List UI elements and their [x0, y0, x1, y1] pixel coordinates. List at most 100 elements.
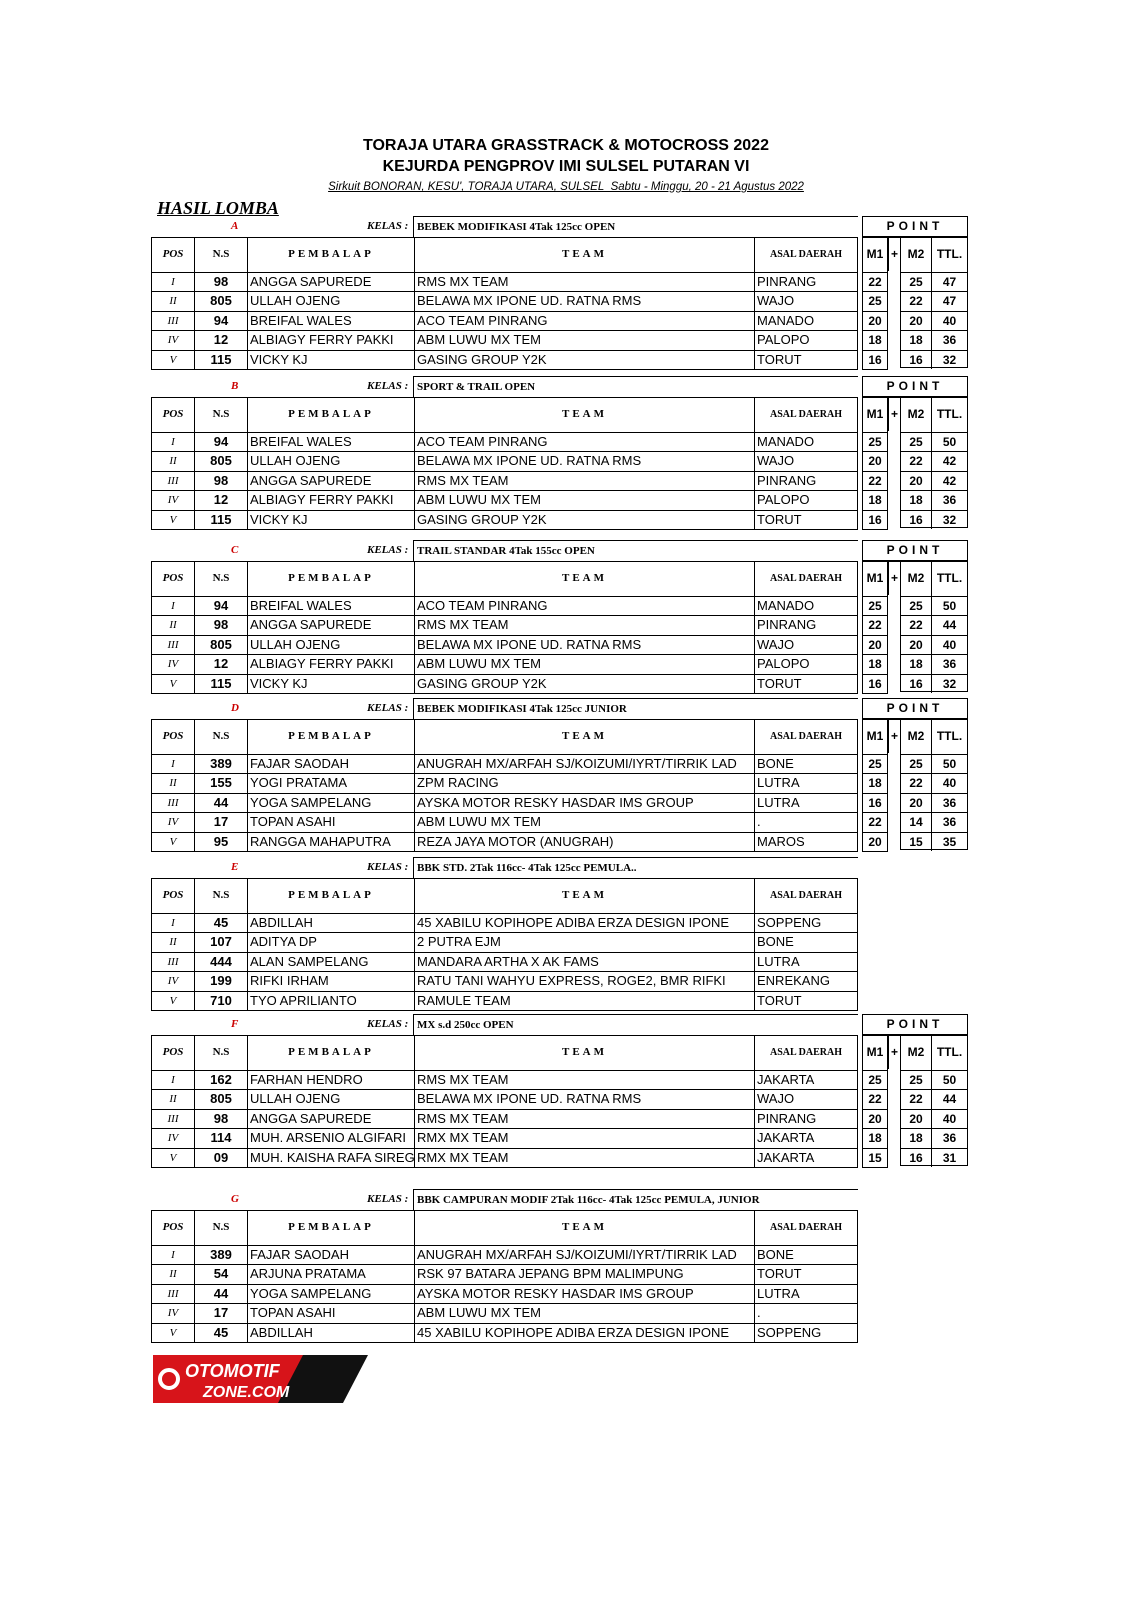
m1-value: 22: [868, 1092, 882, 1107]
col-team: TEAM: [414, 398, 754, 432]
start-number: 98: [194, 1109, 247, 1129]
ttl-value: 42: [931, 452, 967, 471]
team-name: RATU TANI WAHYU EXPRESS, ROGE2, BMR RIFK…: [414, 972, 754, 991]
pos: IV: [167, 1307, 179, 1320]
table-row: IV 17 TOPAN ASAHI ABM LUWU MX TEM .: [152, 1303, 857, 1323]
pos: III: [167, 955, 179, 968]
results-table: POS N.S PEMBALAP TEAM ASAL DAERAH I 162 …: [151, 1035, 858, 1168]
team-name: 45 XABILU KOPIHOPE ADIBA ERZA DESIGN IPO…: [414, 1323, 754, 1342]
col-pembalap: PEMBALAP: [247, 238, 414, 272]
team-name: GASING GROUP Y2K: [414, 350, 754, 369]
rider-name: YOGI PRATAMA: [247, 774, 414, 793]
start-number: 115: [194, 510, 247, 529]
start-number: 98: [194, 273, 247, 292]
start-number: 95: [194, 832, 247, 851]
table-header: POS N.S PEMBALAP TEAM ASAL DAERAH: [152, 398, 857, 432]
points-m2-ttl: M2 TTL. 25 50 22 44 20 40 18 36 16 32: [900, 561, 968, 693]
ttl-value: 40: [931, 311, 967, 331]
pos: V: [169, 513, 177, 526]
ttl-value: 40: [931, 774, 967, 793]
rider-name: ALBIAGY FERRY PAKKI: [247, 331, 414, 350]
m2-value: 22: [909, 454, 923, 469]
team-name: ACO TEAM PINRANG: [414, 433, 754, 452]
pos: IV: [167, 816, 179, 829]
team-name: RMS MX TEAM: [414, 1071, 754, 1090]
results-table: POS N.S PEMBALAP TEAM ASAL DAERAH I 98 A…: [151, 237, 858, 370]
pos: III: [167, 1287, 179, 1300]
team-name: RMX MX TEAM: [414, 1148, 754, 1167]
start-number: 155: [194, 774, 247, 793]
ttl-value: 42: [931, 471, 967, 491]
start-number: 199: [194, 972, 247, 991]
ttl-value: 40: [931, 1109, 967, 1129]
start-number: 94: [194, 311, 247, 331]
points-m1: M1 22 25 20 18 16: [862, 237, 888, 370]
col-asal: ASAL DAERAH: [754, 562, 857, 596]
rider-name: ULLAH OJENG: [247, 452, 414, 471]
region: PINRANG: [754, 471, 857, 491]
results-table: POS N.S PEMBALAP TEAM ASAL DAERAH I 389 …: [151, 719, 858, 852]
m2-value: 25: [909, 599, 923, 613]
points-header-m1: M1: [866, 729, 884, 743]
rider-name: RIFKI IRHAM: [247, 972, 414, 991]
svg-text:ZONE.COM: ZONE.COM: [202, 1384, 290, 1401]
team-name: 2 PUTRA EJM: [414, 933, 754, 952]
point-title: POINT: [862, 376, 968, 397]
class-section-d: D KELAS : BEBEK MODIFIKASI 4Tak 125cc JU…: [151, 698, 968, 852]
team-name: ABM LUWU MX TEM: [414, 655, 754, 674]
class-section-e: E KELAS : BBK STD. 2Tak 116cc- 4Tak 125c…: [151, 857, 968, 1011]
ttl-value: 36: [931, 655, 967, 674]
table-row: III 44 YOGA SAMPELANG AYSKA MOTOR RESKY …: [152, 792, 857, 813]
pos: II: [169, 295, 177, 308]
table-header: POS N.S PEMBALAP TEAM ASAL DAERAH: [152, 1036, 857, 1070]
region: TORUT: [754, 350, 857, 369]
kelas-label: KELAS :: [367, 380, 409, 392]
team-name: RMS MX TEAM: [414, 471, 754, 491]
class-letter: G: [231, 1193, 239, 1205]
pos: I: [171, 276, 175, 288]
start-number: 805: [194, 1090, 247, 1109]
team-name: ABM LUWU MX TEM: [414, 331, 754, 350]
results-table: POS N.S PEMBALAP TEAM ASAL DAERAH I 94 B…: [151, 561, 858, 694]
m2-value: 25: [909, 757, 923, 771]
table-row: V 45 ABDILLAH 45 XABILU KOPIHOPE ADIBA E…: [152, 1322, 857, 1342]
m1-value: 16: [868, 512, 882, 527]
region: SOPPENG: [754, 1323, 857, 1342]
points-m2-ttl: M2 TTL. 25 50 22 44 20 40 18 36 16 31: [900, 1035, 968, 1167]
ttl-value: 36: [931, 331, 967, 350]
class-section-b: B KELAS : SPORT & TRAIL OPEN POINT POS N…: [151, 376, 968, 530]
pos: V: [169, 353, 177, 366]
team-name: BELAWA MX IPONE UD. RATNA RMS: [414, 292, 754, 311]
point-title: POINT: [862, 216, 968, 237]
table-header: POS N.S PEMBALAP TEAM ASAL DAERAH: [152, 720, 857, 754]
table-row: I 94 BREIFAL WALES ACO TEAM PINRANG MANA…: [152, 596, 857, 616]
m1-value: 15: [868, 1150, 882, 1165]
col-asal: ASAL DAERAH: [754, 398, 857, 432]
team-name: ANUGRAH MX/ARFAH SJ/KOIZUMI/IYRT/TIRRIK …: [414, 755, 754, 774]
team-name: RMS MX TEAM: [414, 1109, 754, 1129]
points-header-ttl: TTL.: [931, 720, 967, 754]
m2-value: 18: [909, 657, 923, 672]
col-pos: POS: [162, 1221, 184, 1233]
col-team: TEAM: [414, 720, 754, 754]
region: BONE: [754, 755, 857, 774]
results-table: POS N.S PEMBALAP TEAM ASAL DAERAH I 45 A…: [151, 878, 858, 1011]
rider-name: MUH. KAISHA RAFA SIREGAR: [247, 1148, 414, 1167]
kelas-value: BEBEK MODIFIKASI 4Tak 125cc JUNIOR: [413, 698, 858, 719]
table-row: I 389 FAJAR SAODAH ANUGRAH MX/ARFAH SJ/K…: [152, 754, 857, 774]
team-name: RMX MX TEAM: [414, 1129, 754, 1148]
region: BONE: [754, 933, 857, 952]
region: PINRANG: [754, 1109, 857, 1129]
rider-name: BREIFAL WALES: [247, 433, 414, 452]
points-header-m1: M1: [866, 407, 884, 421]
m1-value: 16: [868, 676, 882, 691]
m1-value: 20: [868, 834, 882, 849]
table-row: III 98 ANGGA SAPUREDE RMS MX TEAM PINRAN…: [152, 1108, 857, 1129]
svg-text:OTOMOTIF: OTOMOTIF: [185, 1361, 281, 1381]
start-number: 17: [194, 813, 247, 832]
start-number: 12: [194, 491, 247, 510]
points-header-m2: M2: [907, 1045, 925, 1059]
rider-name: BREIFAL WALES: [247, 311, 414, 331]
kelas-label: KELAS :: [367, 220, 409, 232]
col-team: TEAM: [414, 238, 754, 272]
